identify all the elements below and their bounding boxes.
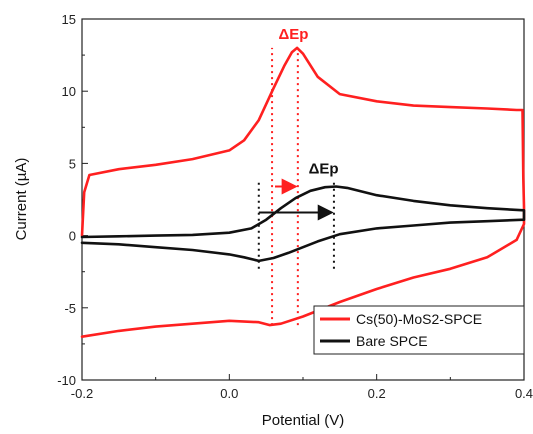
delta-ep-annotation-lines	[257, 47, 335, 326]
legend-label-cs50-mos2-spce: Cs(50)-MoS2-SPCE	[356, 311, 482, 327]
y-axis-title: Current (µA)	[13, 158, 30, 241]
y-tick-label: -10	[57, 373, 76, 388]
series-line-cs50-mos2-spce	[80, 46, 526, 339]
y-tick-label: 5	[69, 156, 76, 171]
series-line-bare-spce	[80, 185, 526, 263]
delta-ep-label: ΔEp	[309, 161, 339, 178]
delta-ep-label: ΔEp	[278, 26, 308, 43]
legend-label-bare-spce: Bare SPCE	[356, 333, 428, 349]
x-axis-title: Potential (V)	[262, 412, 345, 429]
series-group	[80, 46, 526, 339]
x-tick-label: 0.0	[220, 386, 238, 401]
y-tick-label: -5	[64, 301, 76, 316]
y-tick-label: 0	[69, 229, 76, 244]
y-tick-label: 15	[62, 12, 76, 27]
y-tick-label: 10	[62, 84, 76, 99]
x-tick-label: 0.4	[515, 386, 533, 401]
legend: Cs(50)-MoS2-SPCE Bare SPCE	[313, 305, 525, 355]
axis-ticks: -0.2 0.0 0.2 0.4 -10 -5 0 5 10 15	[57, 12, 533, 401]
x-tick-label: -0.2	[71, 386, 93, 401]
legend-box	[313, 305, 525, 355]
delta-ep-annotation-labels: ΔEp ΔEp	[278, 26, 338, 177]
x-tick-label: 0.2	[368, 386, 386, 401]
